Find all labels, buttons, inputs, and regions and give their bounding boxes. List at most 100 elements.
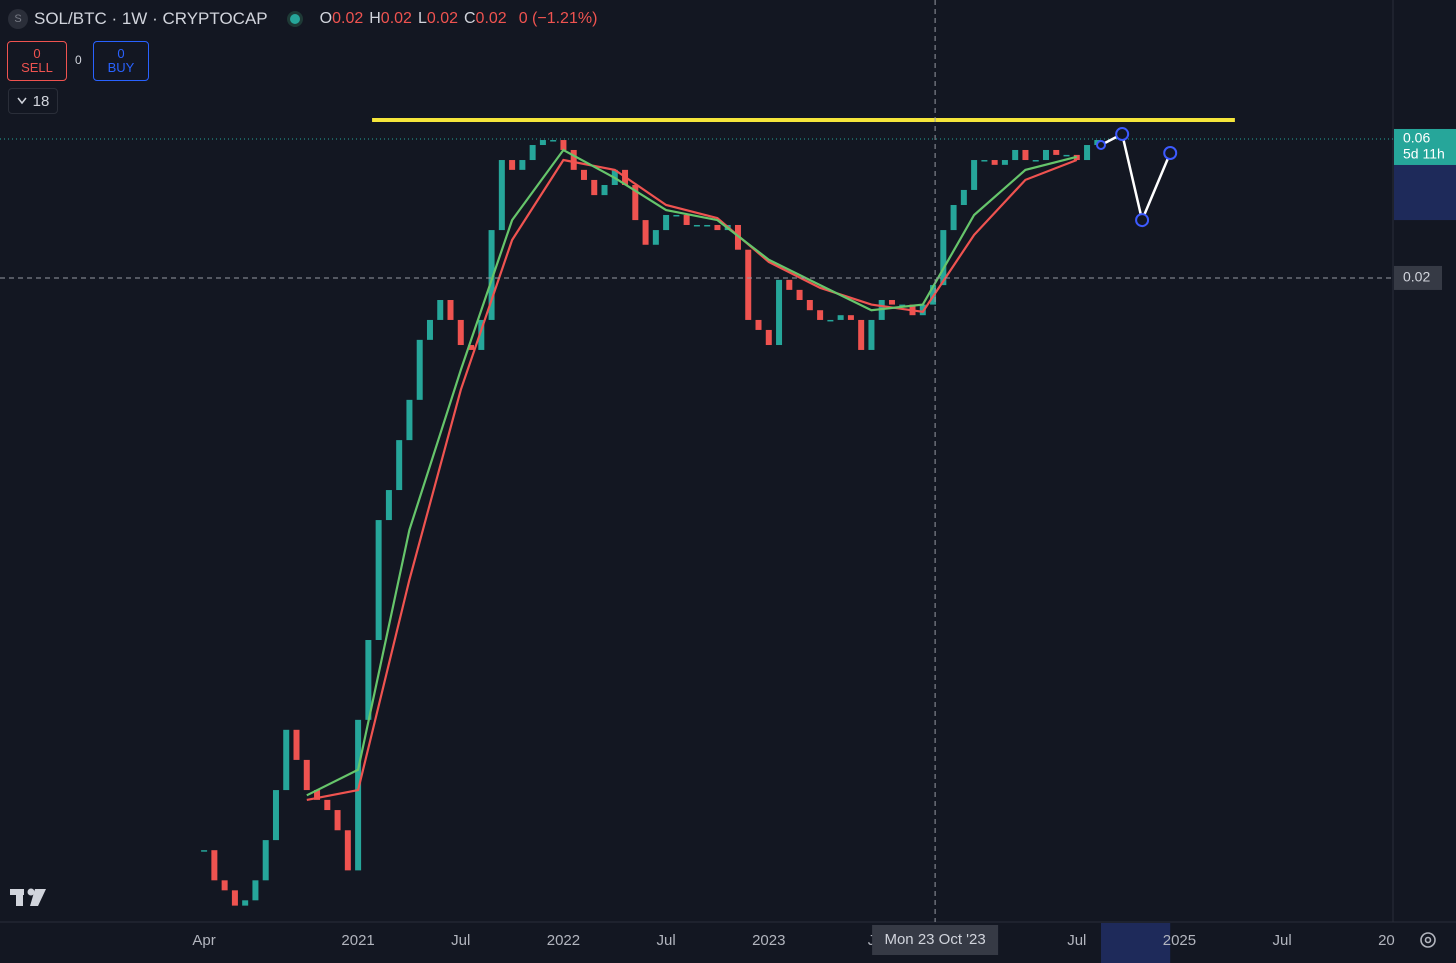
projection-path xyxy=(1100,132,1172,225)
spread: 0 xyxy=(75,53,82,67)
candle xyxy=(776,279,783,346)
ohlc-label: L xyxy=(417,10,427,27)
candle xyxy=(488,230,495,320)
candle xyxy=(344,830,351,871)
x-tick-label: Jul xyxy=(1067,932,1086,949)
indicators-toggle[interactable]: 18 xyxy=(8,88,58,114)
last-price-box xyxy=(1394,128,1456,165)
candle xyxy=(262,840,269,881)
candle xyxy=(745,249,752,320)
candle xyxy=(570,149,577,170)
buy-button[interactable]: 0 BUY xyxy=(93,41,149,81)
candle xyxy=(1042,149,1049,161)
candle xyxy=(786,279,793,290)
crosshair-x-label: Mon 23 Oct '23 xyxy=(884,931,985,948)
x-tick-label: 20 xyxy=(1378,932,1395,949)
candle xyxy=(704,224,711,227)
candle xyxy=(539,140,546,146)
candle xyxy=(858,319,865,350)
x-tick-label: Jul xyxy=(451,932,470,949)
x-tick-label: 2023 xyxy=(752,932,785,949)
candle xyxy=(591,179,598,196)
candle xyxy=(1012,149,1019,161)
indicators-count: 18 xyxy=(32,92,50,110)
ohlc-label: C xyxy=(463,10,476,27)
price-change: 0 (−1.21%) xyxy=(518,10,598,27)
candle xyxy=(1053,149,1060,155)
candle xyxy=(827,319,834,322)
ohlc-value: 0.02 xyxy=(426,10,458,27)
crosshair-y-box xyxy=(1394,265,1442,290)
candle xyxy=(663,214,670,231)
ohlc-label: H xyxy=(369,10,381,27)
candle xyxy=(796,289,803,301)
candle xyxy=(632,185,639,221)
candle xyxy=(447,300,454,320)
candle xyxy=(642,220,649,245)
candle xyxy=(1084,145,1091,161)
x-tick-label: Jul xyxy=(1273,932,1292,949)
candle xyxy=(375,520,382,641)
symbol-header: S SOL/BTC · 1W · CRYPTOCAP O 0.02 H 0.02 L 0.… xyxy=(8,9,597,29)
candle xyxy=(693,224,700,227)
ohlc-value: 0.02 xyxy=(380,10,412,27)
candle xyxy=(396,440,403,491)
candle xyxy=(837,315,844,320)
candle xyxy=(991,160,998,165)
countdown-label: 5d 11h xyxy=(1403,146,1445,162)
candle xyxy=(1001,160,1008,165)
candle xyxy=(888,300,895,305)
crosshair-y-label: 0.02 xyxy=(1403,269,1430,285)
candle xyxy=(580,169,587,180)
candle xyxy=(652,230,659,245)
candle xyxy=(334,810,341,831)
ohlc-value: 0.02 xyxy=(332,10,364,27)
candle xyxy=(981,160,988,162)
candle xyxy=(385,490,392,521)
candle xyxy=(457,319,464,346)
candle xyxy=(437,300,444,320)
settings-icon[interactable] xyxy=(1420,932,1436,948)
sell-label: SELL xyxy=(21,60,53,75)
x-tick-label: J xyxy=(868,932,876,949)
candle xyxy=(734,224,741,250)
candle xyxy=(406,399,413,441)
candle xyxy=(252,880,259,901)
candle xyxy=(755,319,762,330)
candle xyxy=(847,315,854,320)
candle xyxy=(601,185,608,196)
ohlc-value: 0.02 xyxy=(475,10,507,27)
chevron xyxy=(17,97,27,105)
candle xyxy=(899,304,906,307)
ohlc: O 0.02 H 0.02 L 0.02 C 0.02 xyxy=(320,10,513,28)
candle xyxy=(940,230,947,286)
candle xyxy=(242,900,249,906)
candle xyxy=(868,319,875,350)
candle xyxy=(283,729,290,791)
candle xyxy=(211,850,218,881)
candle xyxy=(509,160,516,170)
x-tick-label: Jul xyxy=(657,932,676,949)
crosshair-x-box xyxy=(872,925,999,955)
projection-point xyxy=(1115,127,1130,142)
candle xyxy=(498,160,505,231)
candle xyxy=(765,329,772,346)
ohlc-label: O xyxy=(319,10,333,27)
candle xyxy=(324,799,331,811)
x-tick-label: 2021 xyxy=(341,932,374,949)
candle xyxy=(971,160,978,190)
last-price-label: 0.06 xyxy=(1403,130,1430,146)
candle xyxy=(221,880,228,891)
candle xyxy=(272,790,279,841)
symbol-title[interactable]: SOL/BTC · 1W · CRYPTOCAP xyxy=(34,9,268,28)
candle xyxy=(478,319,485,350)
candle xyxy=(426,319,433,340)
sell-button[interactable]: 0 SELL xyxy=(7,41,67,81)
projection-point xyxy=(1096,140,1107,151)
candle xyxy=(201,850,208,852)
candle xyxy=(714,224,721,231)
candle xyxy=(365,640,372,720)
time-range-highlight xyxy=(1101,923,1171,963)
